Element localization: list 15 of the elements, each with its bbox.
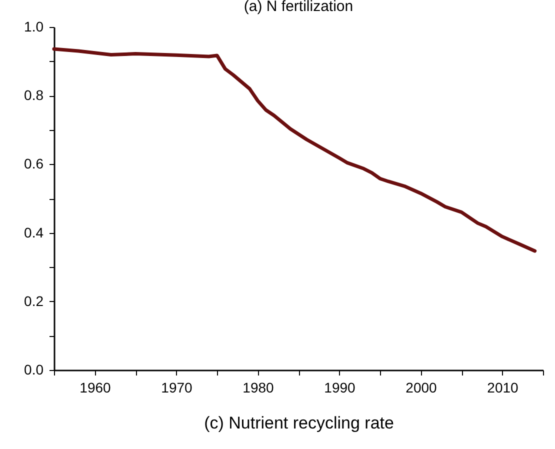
x-tick-label: 1970 <box>161 380 193 396</box>
line-series <box>52 47 537 253</box>
x-tick-label: 2000 <box>406 380 438 396</box>
y-tick-label: 0.8 <box>24 87 44 104</box>
y-tick-label: 1.0 <box>24 18 44 34</box>
y-tick-label: 0.6 <box>24 156 44 172</box>
y-tick-label: 0.2 <box>24 292 44 309</box>
y-tick-label: 0.0 <box>24 362 44 378</box>
x-tick-label: 2010 <box>487 380 519 396</box>
x-tick-label: 1980 <box>242 380 274 396</box>
x-tick-label: 1960 <box>80 380 112 396</box>
x-axis-title: (c) Nutrient recycling rate <box>204 414 394 432</box>
y-tick-label: 0.4 <box>24 224 44 240</box>
x-tick-label: 1990 <box>324 380 356 396</box>
text: (a) N fertilization <box>244 0 354 15</box>
